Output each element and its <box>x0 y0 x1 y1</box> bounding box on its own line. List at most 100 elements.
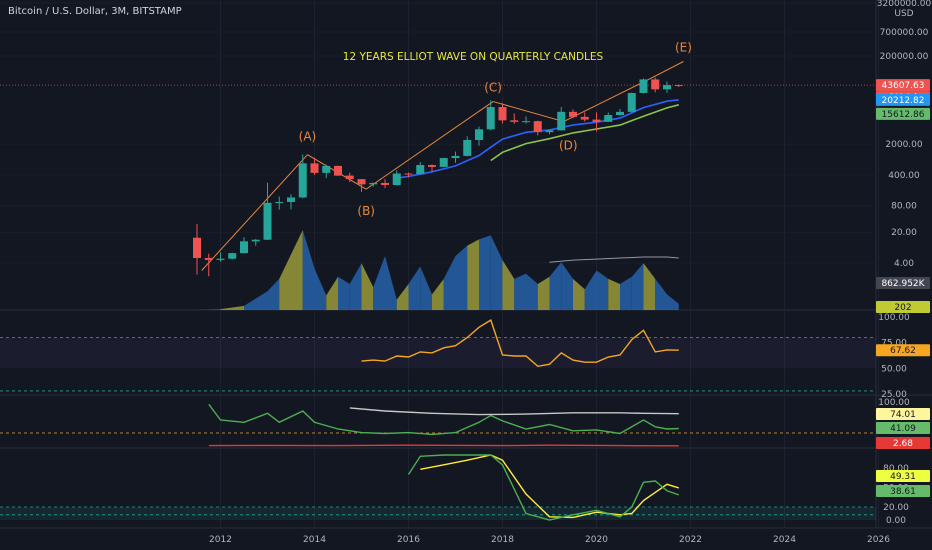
candle-body <box>310 163 319 173</box>
volume-area-segment <box>408 266 421 310</box>
candle <box>204 253 213 277</box>
volume-area-segment <box>514 273 526 310</box>
candle-body <box>545 130 554 133</box>
volume-area-segment <box>655 278 667 310</box>
volume-area-segment <box>314 268 327 310</box>
x-tick-label: 2024 <box>773 535 796 545</box>
volume-area-segment <box>608 278 620 310</box>
candle <box>592 112 601 132</box>
volume-area-segment <box>197 309 221 310</box>
value-badge-bg <box>876 93 930 106</box>
candle-body <box>275 202 284 204</box>
candle <box>674 84 683 87</box>
x-tick-label: 2020 <box>585 535 608 545</box>
candle-body <box>463 139 472 156</box>
candle-body <box>204 257 213 260</box>
candle-body <box>322 165 331 173</box>
wave-label: (D) <box>559 139 578 153</box>
candle-body <box>345 175 354 180</box>
price-tick-label: 700000.00 <box>880 28 929 38</box>
candle <box>522 116 530 124</box>
stoch-tick-label: 20.00 <box>883 503 909 513</box>
volume-area-segment <box>420 266 432 310</box>
value-badge-text: 43607.63 <box>882 81 925 91</box>
adx-series-line <box>208 444 679 447</box>
value-badge: 2.68 <box>876 437 930 449</box>
candle <box>663 81 671 93</box>
candle <box>228 252 237 260</box>
x-tick-label: 2018 <box>491 535 514 545</box>
candle-body <box>334 165 342 176</box>
candle <box>627 92 636 113</box>
volume-area-segment <box>385 255 397 310</box>
volume-area-segment <box>479 235 491 310</box>
volume-area-segment <box>667 294 679 310</box>
value-badge-text: 2.68 <box>893 439 913 449</box>
volume-area-segment <box>326 276 338 310</box>
candle <box>381 179 389 189</box>
candle <box>463 136 472 157</box>
value-badge: 67.62 <box>876 344 930 357</box>
grid-layer <box>0 0 932 529</box>
candle-body <box>580 116 589 120</box>
candle <box>416 162 425 175</box>
rsi-pane[interactable] <box>0 319 876 392</box>
value-badge-text: 67.62 <box>890 346 916 356</box>
candle <box>580 112 589 122</box>
stoch-tick-label: 0.00 <box>886 516 906 526</box>
price-pane[interactable]: 12 YEARS ELLIOT WAVE ON QUARTERLY CANDLE… <box>0 41 876 277</box>
badges-layer: 43607.633M 0d20212.8215612.86862.952K202… <box>876 79 930 497</box>
candle-body <box>616 111 624 116</box>
adx-pane[interactable] <box>0 403 876 447</box>
price-tick-label: 2000.00 <box>885 140 922 150</box>
value-badge-text: 74.01 <box>890 410 916 420</box>
volume-area-segment <box>443 255 456 310</box>
candle <box>392 170 401 186</box>
stoch-pane[interactable] <box>0 454 876 521</box>
candle-body <box>557 111 566 131</box>
volume-area-segment <box>432 278 444 310</box>
price-tick-label: 80.00 <box>891 202 917 212</box>
symbol-title[interactable]: Bitcoin / U.S. Dollar, 3M, BITSTAMP <box>8 6 182 17</box>
price-tick-label: 400.00 <box>888 171 920 181</box>
value-badge-text: 862.952K <box>881 279 925 289</box>
value-badge-text: 41.09 <box>890 424 916 434</box>
rsi-tick-label: 100.00 <box>878 313 910 323</box>
candle <box>251 239 260 246</box>
volume-area-segment <box>573 278 585 310</box>
candle <box>322 164 331 179</box>
volume-area-segment <box>490 235 503 310</box>
candle <box>428 164 436 172</box>
candle-body <box>486 107 495 130</box>
candle-body <box>604 115 613 122</box>
candle <box>216 252 225 262</box>
rsi-tick-label: 25.00 <box>881 390 907 400</box>
x-tick-label: 2014 <box>303 535 326 545</box>
candle-body <box>216 258 225 260</box>
wave-label: (B) <box>357 204 375 218</box>
volume-area-segment <box>373 255 385 310</box>
adx-series-line <box>349 407 679 416</box>
volume-area-segment <box>502 260 515 310</box>
candle-body <box>569 111 577 117</box>
stoch-series-line <box>407 454 680 521</box>
candle <box>369 182 378 187</box>
candle <box>451 151 460 163</box>
volume-area-segment <box>643 263 656 310</box>
elliott-wave-line <box>563 79 649 123</box>
x-tick-label: 2016 <box>397 535 420 545</box>
volume-area-segment <box>361 263 374 310</box>
value-badge-text: 202 <box>894 303 911 313</box>
value-badge-bg <box>876 437 930 449</box>
price-tick-label: 200000.00 <box>880 52 929 62</box>
volume-area-segment <box>561 262 573 310</box>
adx-series-line <box>208 403 679 436</box>
value-badge-bg <box>876 301 930 313</box>
volume-area-segment <box>537 276 550 310</box>
volume-area-segment <box>338 276 350 310</box>
x-tick-label: 2012 <box>209 535 232 545</box>
candle <box>510 113 519 124</box>
candle-body <box>475 129 483 140</box>
candle-body <box>428 165 436 167</box>
